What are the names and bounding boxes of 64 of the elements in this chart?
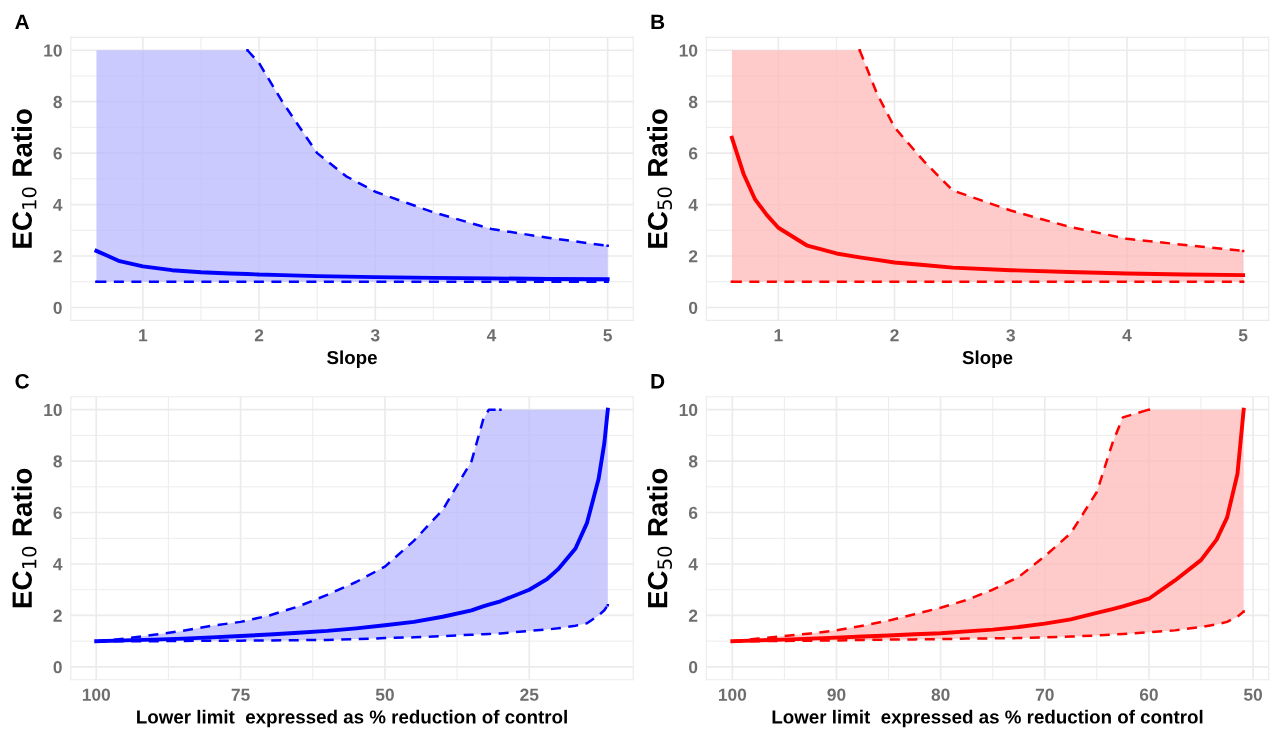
y-tick-label: 6	[688, 147, 698, 160]
line-series	[729, 135, 1246, 278]
x-tick-label: 75	[231, 688, 250, 701]
x-tick-label: 2	[890, 329, 899, 342]
x-axis-title: Slope	[962, 350, 1013, 368]
y-axis-title: EC$_{10}$ Ratio	[11, 109, 37, 248]
y-axis-title: EC$_{10}$ Ratio	[11, 468, 37, 608]
y-tick-label: 2	[688, 609, 698, 622]
chart-title: C	[15, 373, 30, 389]
y-tick-label: 10	[44, 403, 62, 417]
y-tick-label: 10	[679, 44, 698, 57]
y-tick-label: 4	[53, 198, 63, 211]
x-tick-label: 70	[1035, 688, 1054, 701]
point	[246, 48, 249, 52]
y-tick-label: 4	[53, 558, 63, 571]
x-tick-label: 3	[1006, 329, 1015, 342]
y-axis-title: EC$_{50}$ Ratio	[647, 468, 673, 608]
y-tick-label: 4	[688, 558, 698, 571]
y-tick-label: 0	[53, 661, 62, 674]
point	[858, 48, 861, 52]
chart-title: D	[651, 374, 665, 389]
y-tick-label: 0	[689, 301, 698, 314]
x-axis-title: Slope	[327, 350, 377, 368]
point	[95, 280, 98, 284]
y-tick-label: 2	[53, 609, 62, 622]
x-tick-label: 100	[718, 688, 747, 701]
y-tick-label: 2	[53, 250, 62, 263]
y-tick-label: 0	[53, 301, 62, 314]
y-tick-label: 6	[688, 506, 698, 519]
x-axis-title: Lower limit expressed as % reduction of control	[137, 709, 567, 728]
x-tick-label: 80	[931, 688, 950, 701]
point	[499, 408, 502, 411]
y-tick-label: 8	[53, 95, 62, 109]
y-tick-label: 8	[688, 95, 698, 109]
x-tick-label: 4	[1122, 329, 1132, 342]
y-tick-label: 8	[53, 455, 62, 468]
y-tick-label: 6	[53, 506, 62, 519]
y-tick-label: 8	[688, 455, 698, 468]
y-tick-label: 10	[44, 44, 62, 57]
x-tick-label: 5	[1238, 329, 1248, 342]
y-tick-label: 0	[689, 661, 698, 674]
x-tick-label: 3	[370, 329, 380, 342]
y-tick-label: 4	[688, 198, 698, 211]
x-tick-label: 90	[827, 688, 846, 701]
x-axis-title: Lower limit expressed as % reduction of control	[772, 709, 1203, 728]
x-tick-label: 2	[254, 329, 264, 342]
x-tick-label: 100	[82, 688, 111, 701]
y-axis-title: EC$_{50}$ Ratio	[647, 109, 673, 248]
x-tick-label: 50	[1243, 688, 1262, 701]
x-tick-label: 1	[774, 329, 783, 342]
chart-title: B	[651, 14, 665, 30]
x-tick-label: 25	[520, 688, 539, 701]
point	[1147, 408, 1151, 411]
point	[606, 244, 609, 247]
y-tick-label: 2	[688, 250, 698, 263]
point	[1242, 610, 1245, 613]
x-tick-label: 60	[1139, 688, 1158, 701]
x-tick-label: 50	[375, 688, 394, 701]
chart-title: A	[15, 14, 30, 30]
x-tick-label: 4	[486, 329, 497, 342]
y-tick-label: 6	[53, 147, 62, 160]
x-tick-label: 1	[139, 329, 148, 342]
x-tick-label: 5	[603, 329, 612, 342]
y-tick-label: 10	[679, 403, 698, 417]
